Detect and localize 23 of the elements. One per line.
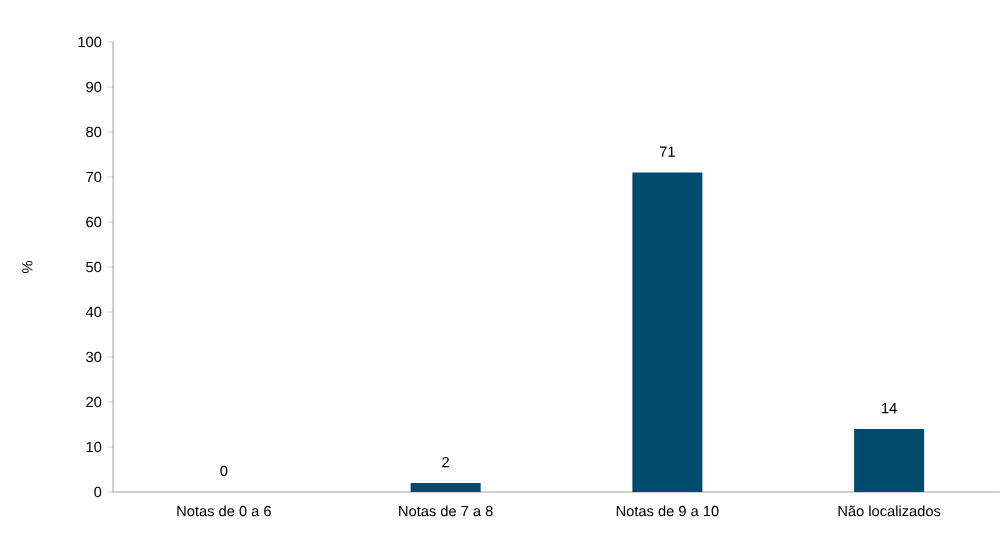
bar	[410, 482, 481, 492]
data-label: 14	[882, 403, 897, 414]
y-tick-label: 20	[86, 396, 102, 408]
y-tick-label: 70	[86, 171, 102, 183]
x-tick-label: Não localizados	[838, 505, 941, 517]
data-label: 0	[220, 465, 228, 477]
bar	[632, 172, 703, 492]
x-tick-label: Notas de 9 a 10	[616, 505, 719, 517]
y-tick-label: 80	[86, 126, 102, 138]
y-tick-label: 30	[86, 351, 102, 363]
y-tick-label: 100	[78, 36, 102, 48]
y-tick-label: 40	[85, 306, 102, 318]
y-tick-label: 0	[94, 486, 102, 498]
x-tick-label: Notas de 7 a 8	[399, 505, 493, 517]
x-tick-label: Notas de 0 a 6	[177, 505, 271, 517]
y-tick-label: 10	[86, 441, 102, 453]
data-label: 2	[442, 456, 449, 468]
y-tick-label: 60	[86, 216, 102, 228]
data-label: 71	[659, 146, 675, 157]
y-tick-label: 90	[86, 81, 102, 93]
y-axis-title: %	[22, 261, 33, 273]
y-tick-label: 50	[86, 261, 102, 273]
bar	[854, 428, 925, 492]
